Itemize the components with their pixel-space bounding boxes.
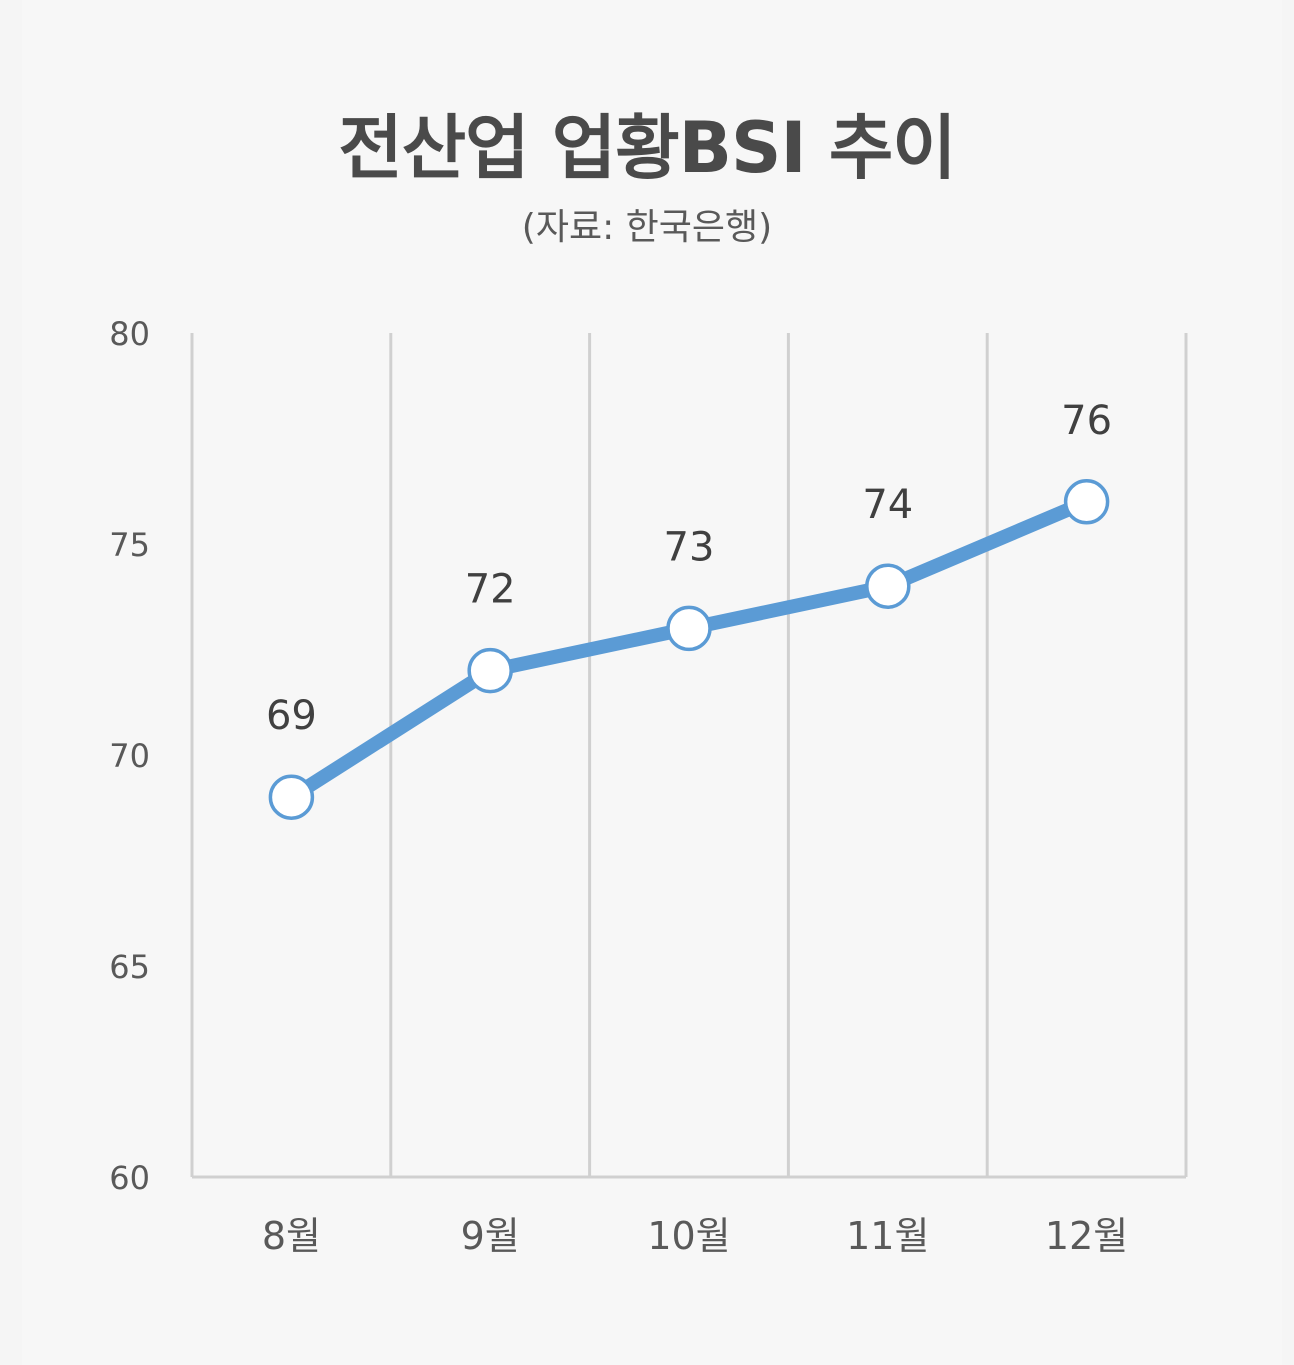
x-tick-label: 8월 — [262, 1214, 321, 1258]
data-label: 69 — [266, 693, 317, 739]
chart-card — [22, 0, 1282, 1365]
data-points — [268, 479, 1110, 820]
x-tick-label: 10월 — [647, 1214, 730, 1258]
x-tick-label: 11월 — [846, 1214, 929, 1258]
data-point-marker — [1063, 479, 1110, 525]
y-axis-ticks: 60 65 70 75 80 — [109, 315, 150, 1197]
data-point-marker — [268, 774, 315, 820]
data-point-marker — [865, 563, 911, 609]
chart-title: 전산업 업황BSI 추이 — [338, 107, 956, 189]
x-axis-ticks: 8월 9월 10월 11월 12월 — [262, 1214, 1128, 1258]
x-tick-label: 12월 — [1045, 1214, 1128, 1258]
data-label: 73 — [664, 524, 715, 570]
data-label: 76 — [1061, 398, 1112, 444]
y-tick-label: 80 — [109, 315, 150, 353]
data-point-marker — [666, 605, 712, 652]
x-tick-label: 9월 — [461, 1214, 520, 1258]
chart-subtitle: (자료: 한국은행) — [521, 207, 773, 248]
gridlines — [190, 333, 1188, 1179]
data-point-marker — [467, 647, 513, 694]
data-labels: 69 72 73 74 76 — [266, 398, 1112, 739]
y-tick-label: 75 — [109, 526, 150, 564]
data-label: 72 — [465, 567, 516, 613]
y-tick-label: 65 — [109, 948, 150, 986]
y-tick-label: 60 — [109, 1159, 150, 1197]
data-label: 74 — [862, 482, 913, 528]
y-tick-label: 70 — [109, 737, 150, 775]
